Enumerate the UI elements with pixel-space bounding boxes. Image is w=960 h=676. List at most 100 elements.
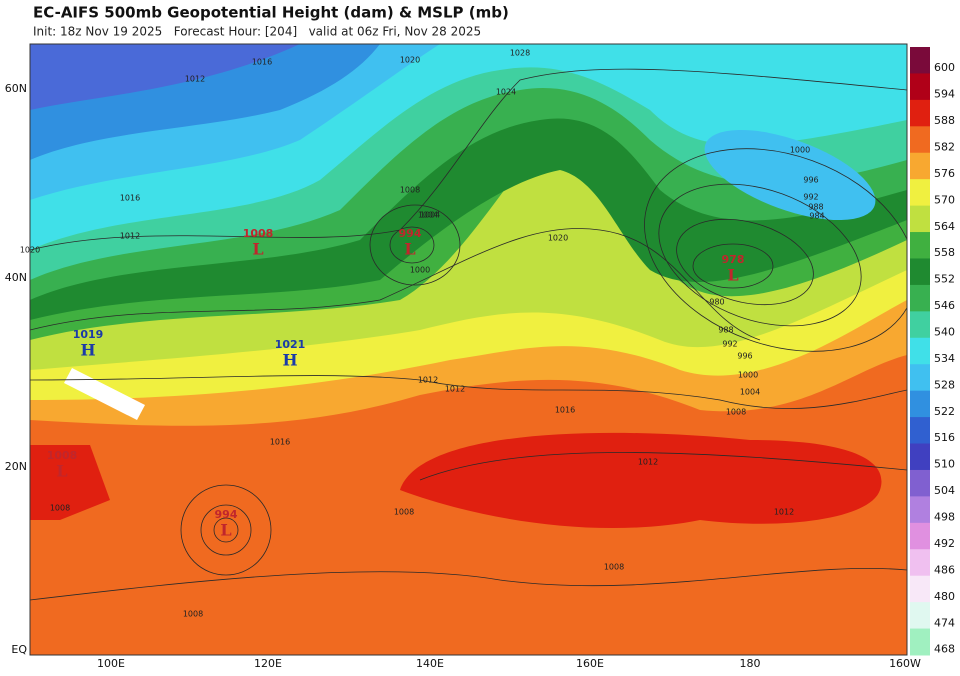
center-symbol: H: [80, 341, 95, 360]
isobar-label: 1004: [740, 388, 760, 397]
colorbar-swatch: [910, 152, 930, 180]
colorbar-swatch: [910, 126, 930, 154]
isobar-label: 996: [803, 176, 818, 185]
isobar-label: 1008: [604, 563, 624, 572]
colorbar-label: 570: [934, 193, 955, 206]
colorbar-swatch: [910, 47, 930, 74]
center-symbol: L: [727, 266, 738, 285]
colorbar-label: 558: [934, 246, 955, 259]
isobar-label: 1008: [400, 186, 420, 195]
isobar-label: 1016: [120, 194, 140, 203]
isobar-label: 1000: [790, 146, 810, 155]
isobar-label: 992: [722, 340, 737, 349]
center-pressure: 1021: [275, 338, 306, 351]
colorbar-swatch: [910, 628, 930, 656]
center-symbol: L: [220, 521, 231, 540]
colorbar-label: 600: [934, 61, 955, 74]
colorbar-swatch: [910, 232, 930, 259]
colorbar-label: 576: [934, 167, 955, 180]
isobar-label: 988: [808, 203, 823, 212]
lon-label: 140E: [416, 657, 444, 670]
colorbar-swatch: [910, 575, 930, 603]
colorbar-swatch: [910, 258, 930, 286]
colorbar-swatch: [910, 284, 930, 312]
colorbar-label: 522: [934, 405, 955, 418]
center-pressure: 1019: [73, 328, 104, 341]
colorbar-label: 510: [934, 458, 955, 471]
isobar-label: 1016: [270, 438, 290, 447]
colorbar-swatch: [910, 364, 930, 392]
isobar-label: 1012: [638, 458, 658, 467]
lat-label: 40N: [5, 271, 27, 284]
isobar-label: 1012: [120, 232, 140, 241]
colorbar-label: 594: [934, 88, 955, 101]
colorbar-label: 486: [934, 563, 955, 576]
colorbar-swatch: [910, 417, 930, 445]
colorbar-swatch: [910, 496, 930, 524]
center-symbol: L: [56, 462, 67, 481]
colorbar-swatch: [910, 99, 930, 127]
lat-label: 60N: [5, 82, 27, 95]
map-frame: [29, 43, 908, 656]
colorbar-swatch: [910, 469, 930, 497]
isobar-label: 1008: [394, 508, 414, 517]
isobar-label: 1024: [496, 88, 516, 97]
center-symbol: L: [404, 240, 415, 259]
colorbar-swatch: [910, 390, 930, 418]
isobar-label: 1020: [400, 56, 420, 65]
isobar-label: 988: [718, 326, 733, 335]
colorbar-label: 498: [934, 511, 955, 524]
colorbar-swatch: [910, 337, 930, 365]
isobar-label: 1012: [774, 508, 794, 517]
colorbar-swatch: [910, 73, 930, 101]
lat-label: EQ: [11, 643, 27, 656]
colorbar-label: 588: [934, 114, 955, 127]
colorbar-swatch: [910, 443, 930, 471]
colorbar-label: 504: [934, 484, 955, 497]
colorbar-label: 516: [934, 431, 955, 444]
center-pressure: 1008: [47, 449, 78, 462]
isobar-label: 1000: [738, 371, 758, 380]
lat-label: 20N: [5, 460, 27, 473]
isobar-label: 1008: [183, 610, 203, 619]
lon-label: 160W: [889, 657, 921, 670]
isobar-label: 1012: [185, 75, 205, 84]
lon-label: 100E: [97, 657, 125, 670]
isobar-label: 1020: [20, 246, 40, 255]
isobar-label: 984: [809, 212, 824, 221]
center-pressure: 978: [722, 253, 745, 266]
isobar-label: 1000: [410, 266, 430, 275]
isobar-label: 1028: [510, 49, 530, 58]
center-symbol: H: [282, 351, 297, 370]
colorbar-swatch: [910, 205, 930, 233]
colorbar-swatch: [910, 311, 930, 339]
lon-label: 180: [740, 657, 761, 670]
colorbar-label: 540: [934, 325, 955, 338]
colorbar-label: 468: [934, 643, 955, 656]
colorbar-label: 534: [934, 352, 955, 365]
center-pressure: 994: [399, 227, 422, 240]
isobar-label: 1008: [726, 408, 746, 417]
isobar-label: 992: [803, 193, 818, 202]
isobar-label: 1004: [418, 211, 438, 220]
colorbar-swatch: [910, 179, 930, 207]
height-field: [30, 44, 907, 655]
map-title: EC-AIFS 500mb Geopotential Height (dam) …: [33, 4, 509, 22]
isobar-label: 1020: [548, 234, 568, 243]
colorbar-label: 528: [934, 378, 955, 391]
colorbar-label: 564: [934, 220, 955, 233]
isobar-label: 1012: [445, 385, 465, 394]
colorbar-label: 492: [934, 537, 955, 550]
center-pressure: 1008: [243, 227, 274, 240]
lon-label: 120E: [254, 657, 282, 670]
colorbar-swatch: [910, 549, 930, 577]
colorbar-label: 552: [934, 273, 955, 286]
isobar-label: 1016: [555, 406, 575, 415]
isobar-label: 1016: [252, 58, 272, 67]
isobar-label: 1008: [50, 504, 70, 513]
colorbar-label: 480: [934, 590, 955, 603]
isobar-label: 1012: [418, 376, 438, 385]
center-symbol: L: [252, 240, 263, 259]
colorbar-label: 546: [934, 299, 955, 312]
